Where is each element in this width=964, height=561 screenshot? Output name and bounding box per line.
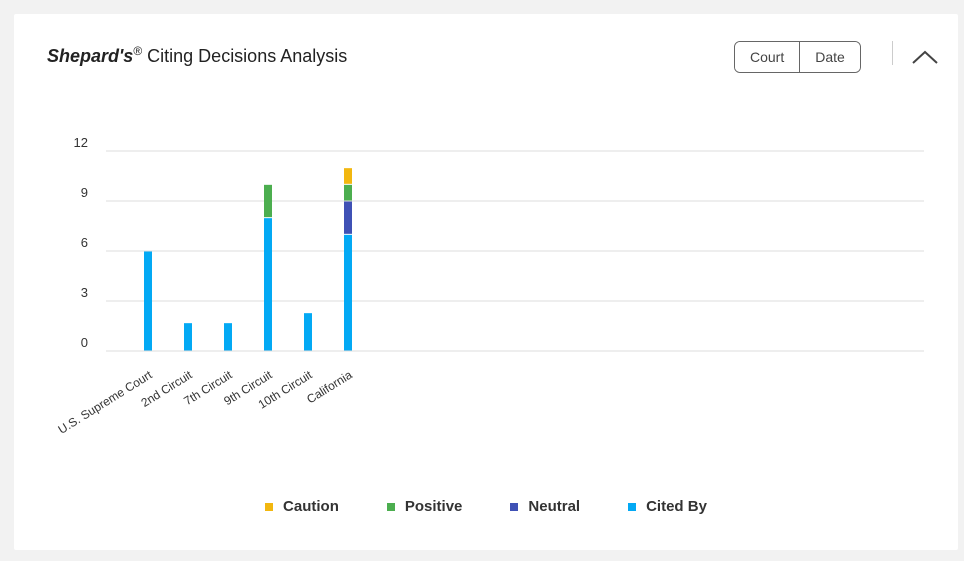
y-tick-label: 12 bbox=[74, 135, 88, 150]
legend-swatch bbox=[386, 502, 395, 511]
registered-mark: ® bbox=[133, 44, 143, 58]
legend-swatch bbox=[265, 502, 274, 511]
legend-item-neutral[interactable]: Neutral bbox=[510, 498, 580, 515]
card-title: Shepard's® Citing Decisions Analysis bbox=[47, 44, 347, 67]
bar-positive bbox=[344, 184, 352, 201]
legend-label: Caution bbox=[283, 498, 339, 515]
chevron-up-icon bbox=[912, 50, 938, 64]
x-tick-label: California bbox=[304, 368, 355, 407]
legend-label: Cited By bbox=[646, 498, 707, 515]
bar-cited-by bbox=[224, 323, 232, 351]
y-tick-label: 9 bbox=[81, 185, 88, 200]
legend-label: Positive bbox=[404, 498, 463, 515]
legend-item-caution[interactable]: Caution bbox=[265, 498, 339, 515]
collapse-button[interactable] bbox=[910, 46, 940, 70]
y-tick-label: 0 bbox=[81, 335, 88, 350]
legend-swatch bbox=[628, 502, 637, 511]
bar-cited-by bbox=[144, 251, 152, 351]
bar-positive bbox=[264, 184, 272, 218]
legend-label: Neutral bbox=[528, 498, 581, 515]
y-tick-label: 3 bbox=[81, 285, 88, 300]
legend-item-positive[interactable]: Positive bbox=[386, 498, 463, 515]
legend-swatch bbox=[510, 502, 519, 511]
title-brand: Shepard's bbox=[47, 46, 134, 66]
y-tick-label: 6 bbox=[81, 235, 88, 250]
date-toggle-button[interactable]: Date bbox=[799, 42, 860, 72]
court-toggle-button[interactable]: Court bbox=[735, 42, 800, 72]
bar-caution bbox=[344, 168, 352, 184]
bar-cited-by bbox=[304, 313, 312, 351]
title-text: Citing Decisions Analysis bbox=[142, 46, 348, 66]
bar-cited-by bbox=[264, 218, 272, 351]
legend-item-cited-by[interactable]: Cited By bbox=[628, 498, 707, 515]
chart-legend: Caution Positive Neutral Cited By bbox=[14, 498, 958, 515]
bar-neutral bbox=[344, 201, 352, 234]
citing-decisions-card: Shepard's® Citing Decisions Analysis Cou… bbox=[14, 14, 958, 550]
bar-cited-by bbox=[184, 323, 192, 351]
header-divider bbox=[892, 41, 893, 65]
bar-cited-by bbox=[344, 234, 352, 351]
view-toggle: Court Date bbox=[734, 41, 861, 73]
